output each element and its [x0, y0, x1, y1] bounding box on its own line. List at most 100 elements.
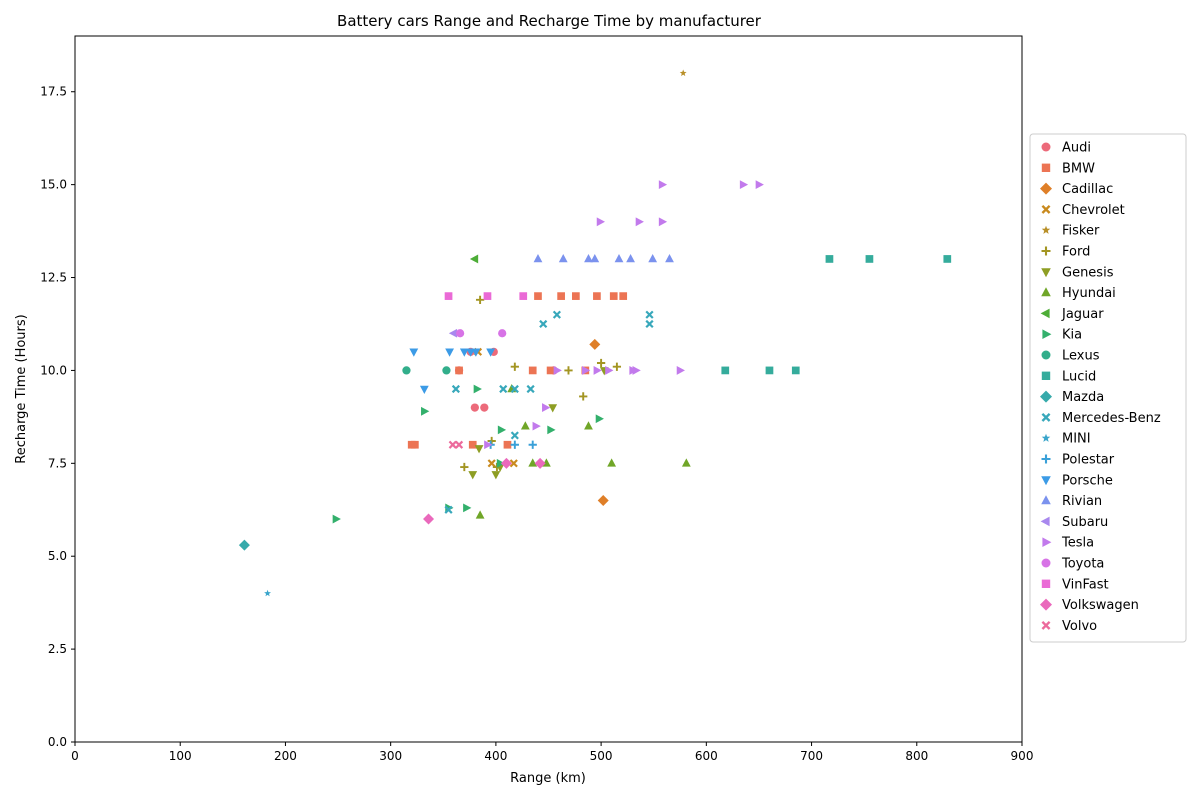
legend-item: Fisker [1041, 224, 1100, 239]
legend-marker [1041, 350, 1051, 360]
legend-item: VinFast [1041, 577, 1109, 592]
data-point [645, 310, 654, 319]
data-point [468, 471, 478, 480]
data-point [681, 458, 691, 467]
series-rivian [533, 253, 674, 263]
data-point [468, 440, 477, 449]
data-point [503, 440, 512, 449]
data-point [593, 292, 601, 300]
y-axis-label: Recharge Time (Hours) [14, 314, 29, 463]
legend-label: Polestar [1062, 453, 1115, 468]
legend-label: Lexus [1062, 349, 1100, 364]
legend-label: Genesis [1062, 265, 1114, 280]
data-point [943, 255, 952, 263]
legend-marker [1041, 268, 1051, 278]
series-kia [332, 384, 604, 524]
legend-item: Mercedes-Benz [1041, 411, 1161, 426]
legend-marker [1041, 620, 1051, 630]
series-vinfast [444, 292, 528, 300]
legend-item: Toyota [1041, 557, 1104, 572]
legend-item: Audi [1041, 141, 1091, 156]
data-point [455, 366, 463, 375]
legend-label: Cadillac [1062, 182, 1113, 197]
legend-label: Ford [1062, 245, 1090, 260]
data-point [582, 366, 591, 375]
x-tick-label: 900 [1011, 749, 1034, 763]
data-point [451, 384, 460, 394]
legend-marker [1040, 598, 1052, 611]
data-point [500, 457, 512, 469]
x-tick-label: 500 [590, 749, 613, 763]
legend-marker [1041, 371, 1051, 380]
legend-marker [1041, 163, 1051, 172]
series-mazda [238, 539, 250, 551]
data-point [539, 319, 548, 329]
legend-label: Jaguar [1061, 307, 1104, 322]
data-point [552, 310, 561, 319]
data-point [548, 404, 558, 413]
series-volvo [448, 440, 464, 449]
legend-marker [1041, 204, 1051, 214]
data-point [533, 253, 543, 263]
legend-marker [1041, 287, 1051, 297]
data-point [542, 403, 551, 412]
legend-label: Volkswagen [1062, 598, 1139, 613]
data-point [487, 436, 496, 446]
legend-item: Subaru [1040, 515, 1108, 530]
legend-marker [1040, 390, 1052, 403]
legend-marker [1040, 308, 1050, 319]
data-point [584, 253, 593, 263]
data-point [676, 366, 685, 375]
data-point [632, 366, 641, 375]
y-tick-label: 7.5 [48, 456, 67, 470]
legend-item: Chevrolet [1041, 203, 1125, 218]
chart-title: Battery cars Range and Recharge Time by … [337, 12, 762, 30]
legend-item: Genesis [1041, 265, 1114, 280]
x-tick-label: 600 [695, 749, 718, 763]
data-point [510, 440, 519, 449]
data-point [765, 366, 774, 375]
data-point [596, 358, 606, 368]
series-tesla [484, 180, 764, 450]
x-tick-label: 200 [274, 749, 297, 763]
data-point [454, 440, 464, 449]
data-point [264, 589, 271, 597]
legend-label: MINI [1062, 432, 1091, 447]
legend: Audi BMW Cadillac Chevrolet Fisker Ford Genesi… [1029, 133, 1187, 643]
data-point [614, 253, 624, 263]
data-point [469, 254, 479, 264]
data-point [547, 425, 556, 435]
data-point [658, 180, 668, 190]
data-point [755, 180, 764, 190]
legend-marker [1040, 516, 1050, 527]
y-tick-label: 2.5 [48, 642, 67, 656]
data-point [619, 292, 628, 300]
data-point [463, 503, 472, 513]
legend-item: Mazda [1040, 390, 1104, 405]
legend-label: Porsche [1062, 473, 1113, 488]
data-point [510, 384, 519, 394]
data-point [721, 366, 730, 375]
series-ford [460, 295, 622, 472]
legend-marker [1041, 558, 1051, 568]
legend-label: Mercedes-Benz [1062, 411, 1161, 426]
data-point [825, 255, 834, 263]
data-point [448, 440, 457, 449]
legend-item: MINI [1041, 432, 1091, 447]
data-point [597, 494, 609, 506]
series-toyota [455, 329, 507, 338]
series-jaguar [469, 254, 479, 264]
data-point [444, 505, 453, 514]
legend-label: Kia [1062, 328, 1082, 343]
data-point [332, 514, 341, 524]
data-point [528, 458, 538, 467]
legend-item: Hyundai [1041, 286, 1116, 301]
y-tick-label: 5.0 [48, 549, 67, 563]
legend-marker [1041, 412, 1051, 422]
data-point [557, 292, 565, 300]
data-point [679, 69, 687, 77]
legend-marker [1040, 182, 1052, 195]
series-mini [264, 589, 271, 597]
data-point [534, 457, 546, 469]
legend-item: Kia [1042, 328, 1082, 343]
